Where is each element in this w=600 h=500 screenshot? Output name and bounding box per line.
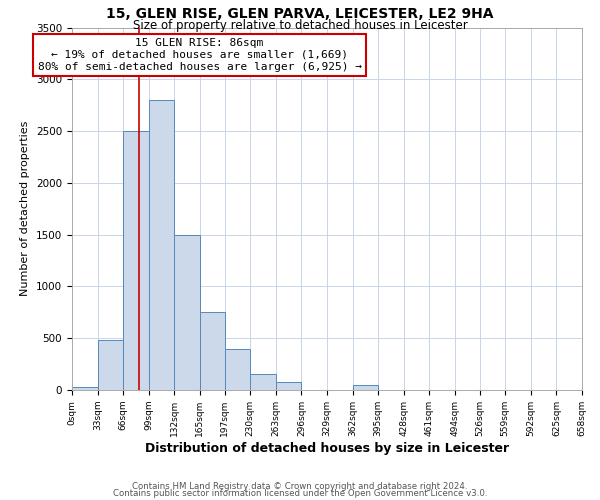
Bar [224, 348, 250, 390]
Bar [72, 388, 98, 390]
Bar [149, 100, 175, 390]
Text: Size of property relative to detached houses in Leicester: Size of property relative to detached ho… [133, 18, 467, 32]
Bar [276, 382, 301, 390]
Text: Contains public sector information licensed under the Open Government Licence v3: Contains public sector information licen… [113, 490, 487, 498]
Bar [250, 374, 276, 390]
Bar [200, 312, 224, 390]
Bar [98, 340, 123, 390]
Text: 15 GLEN RISE: 86sqm
← 19% of detached houses are smaller (1,669)
80% of semi-det: 15 GLEN RISE: 86sqm ← 19% of detached ho… [37, 38, 361, 72]
Bar [353, 385, 378, 390]
Bar [123, 131, 149, 390]
Text: 15, GLEN RISE, GLEN PARVA, LEICESTER, LE2 9HA: 15, GLEN RISE, GLEN PARVA, LEICESTER, LE… [106, 8, 494, 22]
Text: Contains HM Land Registry data © Crown copyright and database right 2024.: Contains HM Land Registry data © Crown c… [132, 482, 468, 491]
X-axis label: Distribution of detached houses by size in Leicester: Distribution of detached houses by size … [145, 442, 509, 454]
Bar [175, 234, 200, 390]
Y-axis label: Number of detached properties: Number of detached properties [20, 121, 31, 296]
